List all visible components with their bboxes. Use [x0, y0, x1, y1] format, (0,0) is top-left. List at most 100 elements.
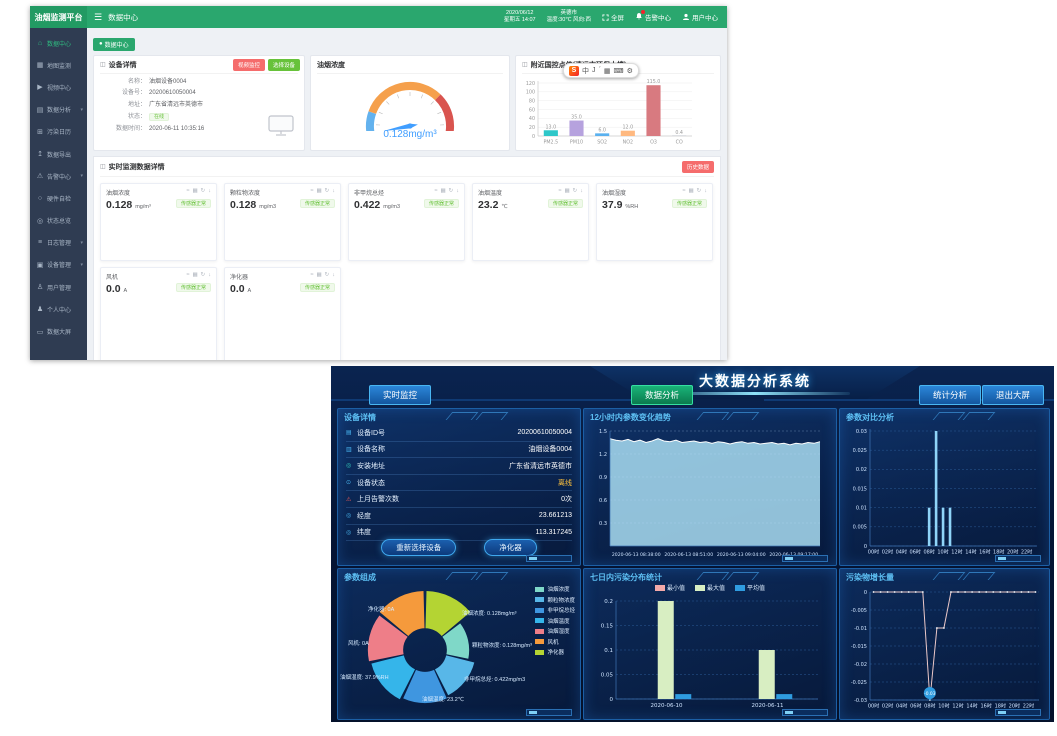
compare-panel: 参数对比分析 0 0.005 0.01 0.015 0.02 0.025 0.03 00时 02…: [839, 408, 1050, 566]
legend-item: 最大值: [694, 583, 725, 592]
bell-icon: [635, 10, 645, 22]
donut-callout-temperature: 油烟温度: 23.2℃: [422, 697, 464, 703]
device-details-panel: 设备详情 ▤ 设备ID号 20200610050004 ▥ 设备名称 油烟设备0004 …: [337, 408, 581, 566]
sidebar-item-data-export[interactable]: ↥ 数据导出: [37, 151, 72, 159]
user-center-button[interactable]: 用户中心: [682, 12, 718, 22]
data-analysis-button[interactable]: 数据分析: [631, 385, 694, 405]
window-body: ⌂ 数据中心 ▦ 地图监测 ▶ 视频中心 ▤ 数据分析 ▾ ⊞ 污染日历 ↥ 数据导出 ⚠ 告警…: [30, 28, 727, 360]
station-bar-chart: 0 20 40 60 80 100 120 13.0 35.0 6.0 12.0 115.0 0.4 PM…: [522, 74, 714, 146]
panel-scrollbar[interactable]: [995, 709, 1041, 716]
realtime-cards-row1: 油烟浓度 ≈ ▦ ↻ ↓ 0.128 mg/m³ 传感器正常 颗粒物浓度 ≈ ▦ ↻ ↓ 0.…: [100, 182, 714, 261]
refresh-icon[interactable]: ↻: [324, 187, 330, 194]
weektime-text: 星期五 14:07: [503, 17, 536, 23]
panel-scrollbar[interactable]: [782, 709, 828, 716]
download-icon[interactable]: ↓: [332, 271, 335, 278]
panel-scrollbar[interactable]: [782, 555, 828, 562]
panel-scrollbar[interactable]: [995, 555, 1041, 562]
purifier-button[interactable]: 净化器: [484, 539, 537, 556]
sogou-logo-icon[interactable]: S: [569, 65, 579, 76]
sidebar-item-device-management[interactable]: ▣ 设备管理 ▾: [36, 261, 83, 270]
refresh-icon[interactable]: ↻: [324, 271, 330, 278]
svg-text:02时: 02时: [882, 549, 893, 556]
sidebar-item-video-center[interactable]: ▶ 视频中心: [37, 84, 72, 92]
ime-keyboard-icon[interactable]: ⌨: [613, 67, 624, 75]
panel-icon: ◫: [100, 62, 106, 68]
user-icon: [683, 13, 689, 20]
ime-lang-icon[interactable]: J: [592, 67, 596, 74]
refresh-icon[interactable]: ↻: [200, 187, 206, 194]
bar-chart-icon[interactable]: ▦: [192, 187, 198, 194]
refresh-icon[interactable]: ↻: [200, 271, 206, 278]
sidebar-item-data-screen[interactable]: ▭ 数据大屏: [36, 328, 72, 337]
download-icon[interactable]: ↓: [580, 187, 583, 194]
ime-mode-toggle[interactable]: 中: [582, 67, 589, 75]
topbar-right: 2020/06/12 星期五 14:07 英德市 温度:30℃ 风向:西 全屏: [504, 10, 727, 24]
download-icon[interactable]: ↓: [704, 187, 707, 194]
realtime-monitor-button[interactable]: 实时监控: [369, 385, 432, 405]
bar-chart-icon[interactable]: ▦: [688, 187, 694, 194]
download-icon[interactable]: ↓: [208, 187, 211, 194]
city-text: 英德市: [560, 10, 578, 16]
refresh-icon[interactable]: ↻: [572, 187, 578, 194]
download-icon[interactable]: ↓: [456, 187, 459, 194]
svg-text:100: 100: [526, 89, 535, 95]
svg-text:1.2: 1.2: [599, 452, 607, 458]
weather-block: 英德市 温度:30℃ 风向:西: [547, 10, 591, 24]
stats-analysis-button[interactable]: 统计分析: [919, 385, 982, 405]
fume-concentration-gauge: [325, 75, 495, 141]
breadcrumb-tab[interactable]: ● 数据中心: [93, 37, 135, 51]
calendar-icon: ⊞: [37, 128, 43, 136]
refresh-icon[interactable]: ↻: [696, 187, 702, 194]
bar-chart-icon[interactable]: ▦: [440, 187, 446, 194]
ime-skin-icon[interactable]: ▦: [603, 67, 611, 75]
fullscreen-button[interactable]: 全屏: [602, 12, 624, 22]
sidebar-item-alarm-center[interactable]: ⚠ 告警中心 ▾: [36, 173, 83, 181]
download-icon[interactable]: ↓: [332, 187, 335, 194]
ime-punct-icon[interactable]: ˊ: [598, 67, 601, 74]
device-details-card: ◫ 设备详情 视频监控 选择设备 名称： 油烟设备0004 设备号： 20200610…: [93, 54, 305, 151]
sidebar-item-pollution-calendar[interactable]: ⊞ 污染日历: [37, 128, 72, 137]
panel-scrollbar[interactable]: [526, 555, 572, 562]
hamburger-menu-icon[interactable]: ☰: [94, 11, 103, 22]
download-icon[interactable]: ↓: [208, 271, 211, 278]
svg-text:-0.02: -0.02: [854, 662, 867, 668]
refresh-icon[interactable]: ↻: [448, 187, 454, 194]
panel-scrollbar[interactable]: [526, 709, 572, 716]
chevron-down-icon: ▾: [80, 173, 83, 180]
svg-text:-0.005: -0.005: [851, 608, 867, 614]
sidebar-item-user-management[interactable]: ♙ 用户管理: [36, 284, 72, 292]
realtime-section: ◫ 实时监测数据详情 历史数据 油烟浓度 ≈ ▦ ↻ ↓ 0.128 mg/m³ 传感器正…: [93, 155, 721, 360]
bar-chart-icon[interactable]: ▦: [316, 187, 322, 194]
bar-chart-icon[interactable]: ▦: [564, 187, 570, 194]
alarm-center-button[interactable]: 告警中心: [635, 10, 671, 22]
line-chart-icon[interactable]: ≈: [186, 271, 190, 278]
line-chart-icon[interactable]: ≈: [310, 271, 314, 278]
panel-decoration: [936, 412, 1006, 420]
sidebar-item-personal-center[interactable]: ♟ 个人中心: [36, 306, 72, 314]
sidebar-item-status-overview[interactable]: ◎ 状态总览: [36, 217, 72, 226]
bar-chart-icon[interactable]: ▦: [316, 271, 322, 278]
bar-chart-icon[interactable]: ▦: [192, 271, 198, 278]
line-chart-icon[interactable]: ≈: [434, 187, 438, 194]
line-chart-icon[interactable]: ≈: [186, 187, 190, 194]
alarm-badge: [641, 10, 645, 14]
device-id-row: ▤ 设备ID号 20200610050004: [346, 425, 572, 442]
sidebar-item-data-analysis[interactable]: ▤ 数据分析 ▾: [36, 106, 83, 115]
line-chart-icon[interactable]: ≈: [558, 187, 562, 194]
sidebar-item-log-management[interactable]: ≡ 日志管理 ▾: [37, 239, 83, 248]
video-monitor-button[interactable]: 视频监控: [232, 58, 265, 71]
panel-icon: ◫: [522, 62, 528, 68]
exit-screen-button[interactable]: 退出大屏: [981, 385, 1044, 405]
history-data-button[interactable]: 历史数据: [681, 160, 714, 173]
device-status-row: 状态： 在线: [100, 112, 298, 124]
ime-settings-icon[interactable]: ⚙: [626, 67, 633, 75]
sidebar-item-hardware-check[interactable]: ○ 硬件自检: [37, 194, 72, 203]
reselect-device-button[interactable]: 重新选择设备: [381, 539, 457, 556]
sidebar-item-map-monitor[interactable]: ▦ 地图监测: [36, 62, 72, 70]
sogou-ime-toolbar[interactable]: S 中 J ˊ ▦ ⌨ ⚙: [563, 63, 639, 78]
line-chart-icon[interactable]: ≈: [310, 187, 314, 194]
select-device-button[interactable]: 选择设备: [267, 58, 300, 71]
sidebar-item-data-center[interactable]: ⌂ 数据中心: [37, 39, 72, 48]
line-chart-icon[interactable]: ≈: [682, 187, 686, 194]
